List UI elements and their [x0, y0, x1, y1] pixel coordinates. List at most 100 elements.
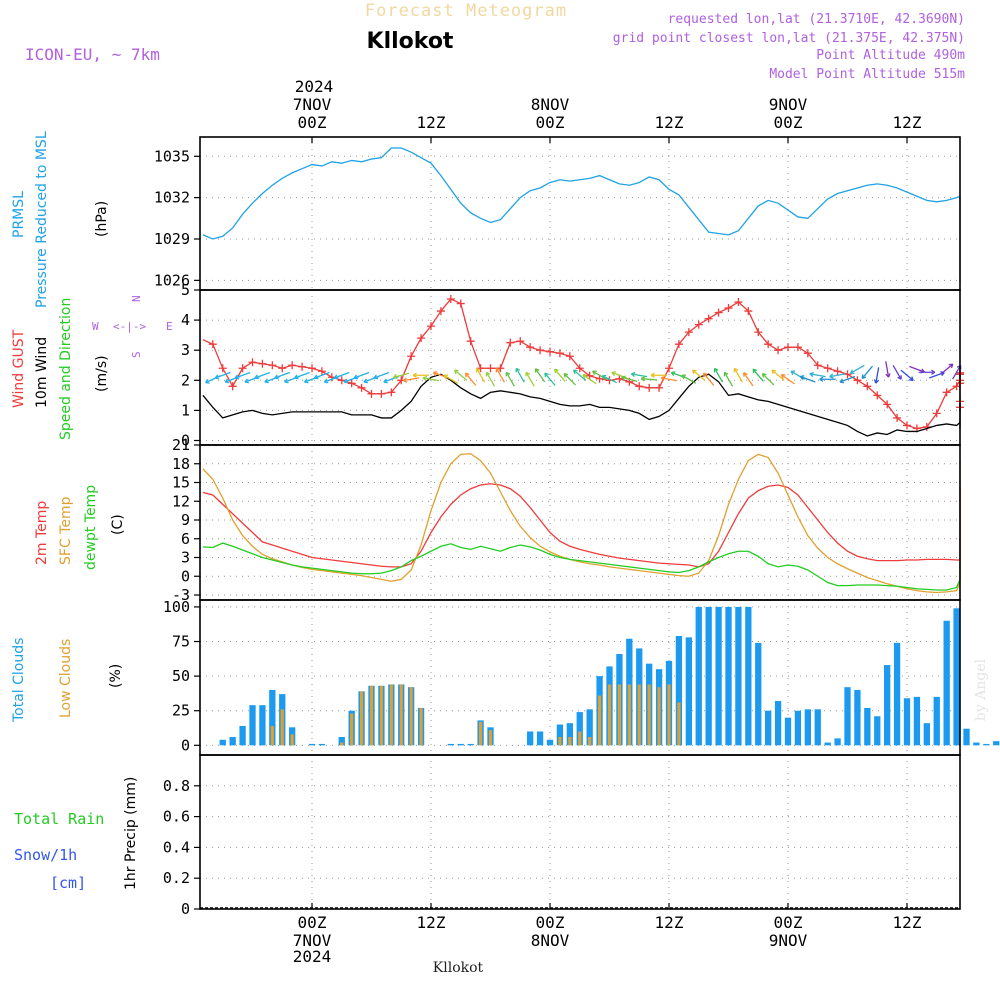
wind-barb	[505, 372, 515, 387]
clouds-bar-total	[675, 635, 683, 746]
gust-marker	[714, 308, 723, 317]
bottom-time-label: 12Z	[655, 913, 684, 932]
temp-ytick-label: 12	[172, 492, 190, 510]
compass-n: N	[130, 295, 143, 302]
clouds-bar-low	[389, 684, 393, 746]
precip-ytick-label: 0	[181, 900, 190, 918]
gust-marker	[744, 307, 753, 316]
wind-barb-head	[573, 369, 578, 375]
gust-marker	[853, 376, 862, 385]
wind-barb-head	[713, 367, 719, 373]
clouds-bar-total	[239, 725, 246, 746]
wind-barb	[723, 372, 734, 387]
wind-barb-head	[244, 378, 250, 384]
clouds-bar-total	[576, 712, 583, 746]
clouds-bar-low	[399, 684, 403, 746]
precip-panel: 0 0.2 0.4 0.6 0.8	[163, 754, 961, 918]
wind-barb-head	[353, 374, 359, 380]
gust-marker	[674, 340, 683, 349]
wind-barb-head	[554, 368, 559, 374]
wind-barb	[373, 371, 390, 379]
wind-panel-labels: Wind GUST 10m Wind Speed and Direction (…	[11, 295, 173, 440]
top-time-label: 00Z	[536, 113, 565, 132]
wind-barb	[215, 371, 231, 379]
gust-marker	[496, 364, 505, 373]
clouds-bar-total	[725, 606, 732, 746]
gust-marker	[248, 358, 257, 367]
wind-barb-head	[592, 370, 597, 376]
top-time-label: 12Z	[655, 113, 684, 132]
clouds-bar-total	[854, 689, 861, 746]
gust-marker	[893, 413, 902, 422]
pressure-frame	[199, 136, 961, 291]
temp-ytick-label: 21	[172, 436, 190, 454]
wind-barb-head	[692, 369, 697, 375]
pressure-panel-labels: PRMSL Pressure Reduced to MSL (hPa)	[11, 131, 110, 308]
wind-barb	[465, 372, 477, 386]
gust-marker	[238, 364, 247, 373]
gust-marker	[903, 421, 911, 430]
gust-marker	[803, 349, 812, 358]
pressure-label-2: Pressure Reduced to MSL	[34, 131, 50, 308]
clouds-bar-total	[457, 743, 464, 746]
wind-barb-head	[660, 375, 666, 382]
forecast-title: Forecast Meteogram	[365, 1, 567, 21]
gust-marker	[506, 338, 515, 347]
clouds-bar-total	[774, 701, 782, 746]
gust-marker	[823, 364, 832, 373]
gust-marker	[694, 320, 703, 329]
clouds-bar-total	[705, 606, 712, 746]
pressure-label-1: PRMSL	[11, 191, 27, 238]
wind-barb-head	[544, 372, 549, 378]
wind-line-0	[202, 298, 961, 430]
wind-label-1: Wind GUST	[11, 329, 27, 408]
wind-barb	[875, 367, 880, 384]
gust-marker	[456, 299, 465, 308]
gust-marker	[555, 349, 564, 358]
gust-marker	[813, 361, 822, 370]
location-title: Kllokot	[367, 29, 454, 54]
wind-barb	[809, 373, 826, 378]
clouds-bar-total	[527, 731, 534, 746]
precip-frame	[199, 754, 961, 910]
gust-marker	[774, 346, 783, 355]
wind-barb-head	[809, 371, 814, 378]
wind-barb	[771, 369, 785, 381]
wind-barb	[554, 368, 566, 382]
wind-barb	[885, 361, 890, 378]
gust-marker	[446, 295, 455, 304]
gust-marker	[208, 340, 217, 349]
compass-rose: N S W E <-|->	[92, 295, 173, 358]
wind-barb-head	[743, 372, 748, 377]
bottom-time-label: 12Z	[893, 913, 922, 932]
wind-barb-head	[495, 367, 501, 373]
clouds-bar-total	[556, 724, 564, 746]
gust-marker	[883, 400, 892, 409]
wind-barb	[661, 377, 677, 382]
precip-label-snow: Snow/1h	[14, 846, 77, 864]
bottom-date-label: 7NOV	[293, 931, 332, 950]
wind-label-3: Speed and Direction	[58, 298, 74, 440]
wind-barb	[393, 372, 410, 378]
top-time-label: 00Z	[774, 113, 803, 132]
gust-marker	[337, 376, 346, 385]
gust-marker	[764, 340, 773, 349]
wind-barb-head	[294, 374, 299, 380]
gust-marker	[863, 382, 872, 391]
wind-barb	[839, 375, 856, 383]
clouds-bar-total	[745, 606, 752, 746]
clouds-bar-low	[578, 731, 582, 746]
gust-marker	[704, 314, 713, 323]
clouds-bar-total	[338, 737, 345, 746]
wind-barb-head	[681, 374, 686, 380]
watermark: by Angel	[973, 658, 989, 721]
clouds-bar-total	[993, 741, 1000, 746]
gust-marker	[575, 364, 584, 373]
clouds-bar-low	[667, 684, 671, 746]
top-date-label: 7NOV	[293, 95, 332, 114]
clouds-bar-total	[546, 739, 554, 746]
wind-barb-head	[630, 371, 636, 378]
clouds-bar-low	[627, 684, 631, 746]
wind-barb	[525, 372, 535, 387]
wind-barb-head	[733, 367, 739, 373]
